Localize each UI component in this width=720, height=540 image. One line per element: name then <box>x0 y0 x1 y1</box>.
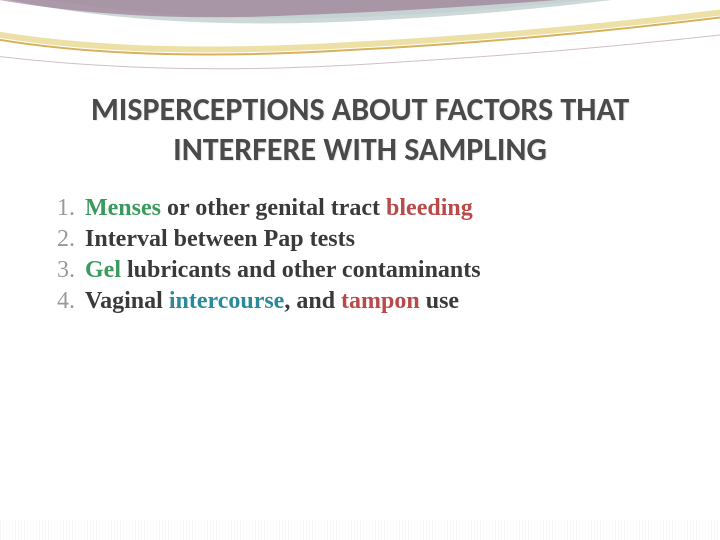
list-number: 4. <box>45 288 85 315</box>
text-segment: tampon <box>341 288 420 314</box>
text-segment: Gel <box>85 257 121 283</box>
text-segment: bleeding <box>386 195 473 221</box>
text-segment: Interval between Pap tests <box>85 226 355 252</box>
text-segment: lubricants and other contaminants <box>121 257 481 283</box>
text-segment: , and <box>284 288 341 314</box>
list-item: 4.Vaginal intercourse, and tampon use <box>45 288 675 315</box>
list-item: 1.Menses or other genital tract bleeding <box>45 195 675 222</box>
list-item: 3.Gel lubricants and other contaminants <box>45 257 675 284</box>
title-line-1: MISPERCEPTIONS ABOUT FACTORS THAT <box>91 90 629 129</box>
list-text: Gel lubricants and other contaminants <box>85 257 481 284</box>
text-segment: use <box>420 288 459 314</box>
list-item: 2.Interval between Pap tests <box>45 226 675 253</box>
text-segment: intercourse <box>169 288 285 314</box>
list-text: Interval between Pap tests <box>85 226 355 253</box>
list-text: Menses or other genital tract bleeding <box>85 195 473 222</box>
text-segment: Vaginal <box>85 288 169 314</box>
list-text: Vaginal intercourse, and tampon use <box>85 288 459 315</box>
decorative-swoosh <box>0 0 720 90</box>
text-segment: Menses <box>85 195 161 221</box>
text-segment: or other genital tract <box>161 195 386 221</box>
title-line-2: INTERFERE WITH SAMPLING <box>173 130 547 169</box>
slide-title: MISPERCEPTIONS ABOUT FACTORS THAT INTERF… <box>0 90 720 170</box>
list-number: 3. <box>45 257 85 284</box>
bottom-texture <box>0 520 720 540</box>
numbered-list: 1.Menses or other genital tract bleeding… <box>45 195 675 319</box>
list-number: 1. <box>45 195 85 222</box>
list-number: 2. <box>45 226 85 253</box>
